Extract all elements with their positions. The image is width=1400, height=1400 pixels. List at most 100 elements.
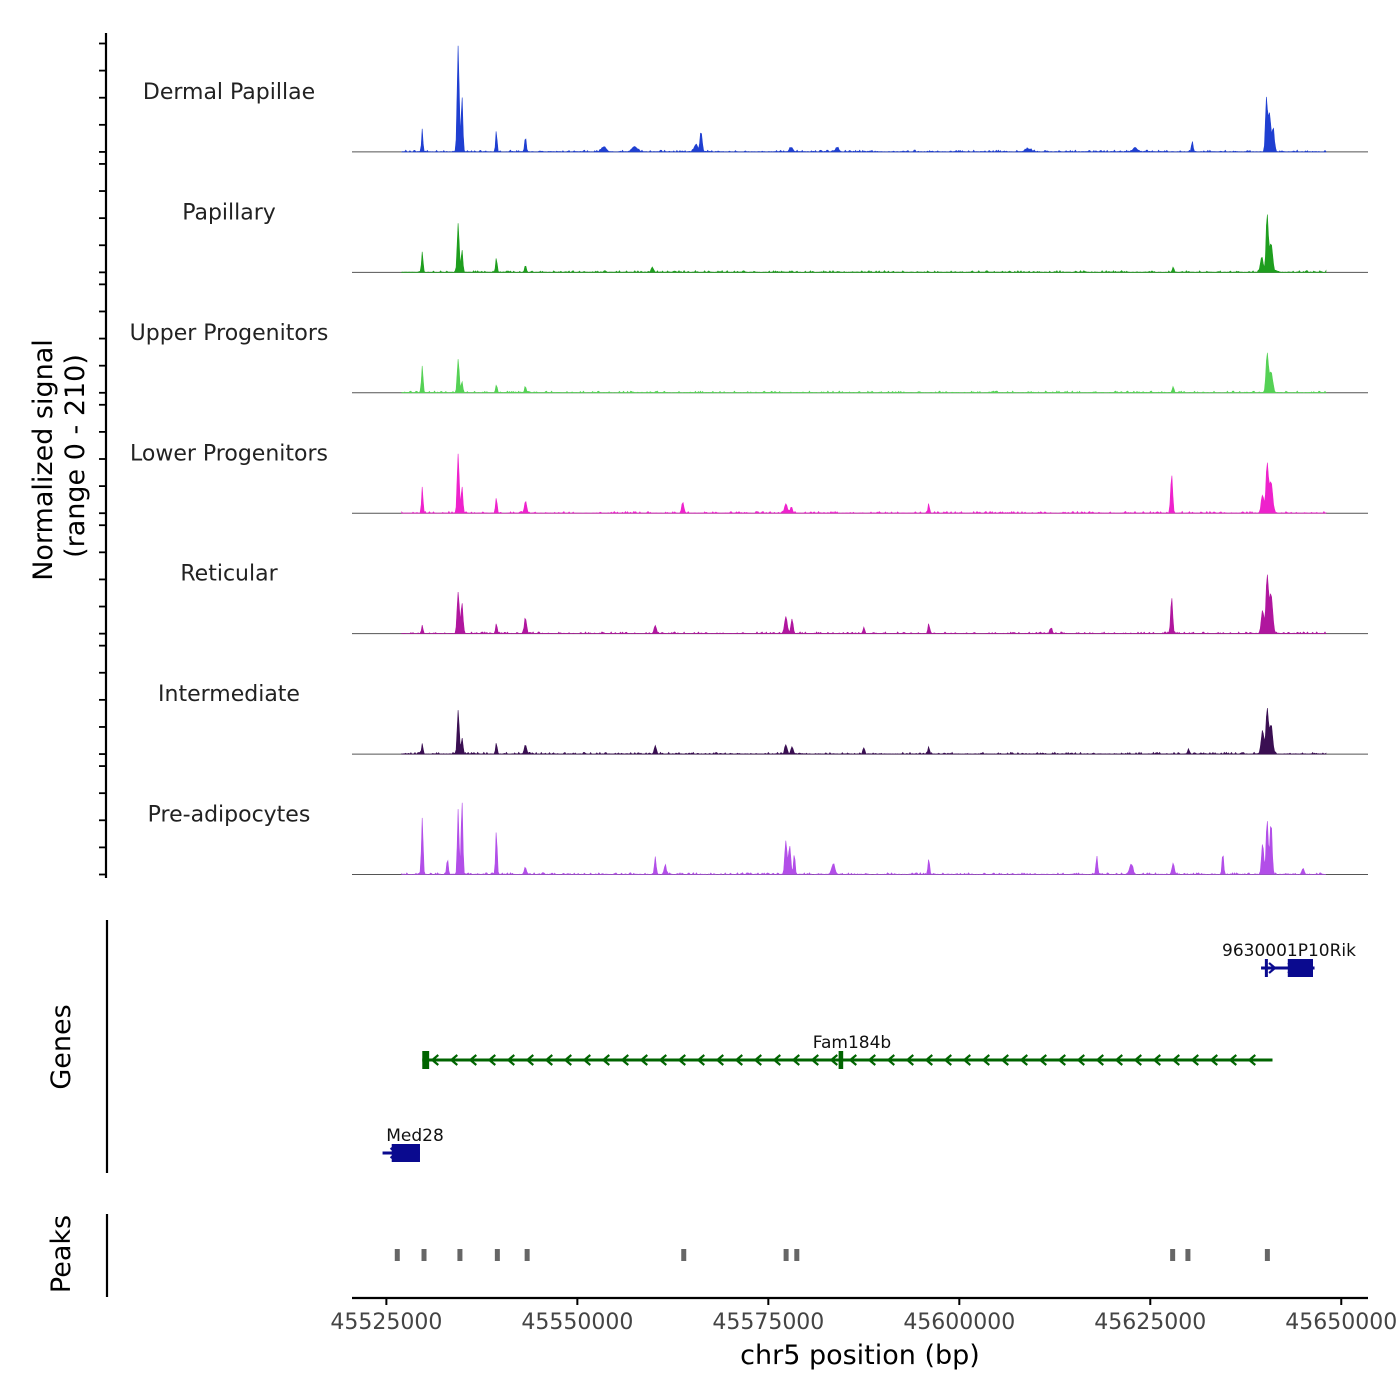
y-axis-label-line2: (range 0 - 210) — [60, 354, 91, 558]
track-label-pre-adipocytes: Pre-adipocytes — [148, 803, 311, 828]
signal-area-upper-progenitors — [401, 352, 1327, 394]
gene-9630001p10rik: 9630001P10Rik — [1222, 941, 1356, 977]
strand-arrow — [1152, 1054, 1161, 1066]
strand-arrow — [1076, 1054, 1085, 1066]
strand-arrow — [582, 1054, 591, 1066]
strand-arrow — [867, 1054, 876, 1066]
signal-area-dermal-papillae — [401, 45, 1327, 153]
strand-arrow — [620, 1054, 629, 1066]
track-papillary — [352, 214, 1368, 273]
signal-area-pre-adipocytes — [401, 802, 1327, 876]
track-label-papillary: Papillary — [182, 200, 276, 225]
strand-arrow — [1114, 1054, 1123, 1066]
strand-arrow — [1228, 1054, 1237, 1066]
strand-arrow — [1019, 1054, 1028, 1066]
strand-arrow — [943, 1054, 952, 1066]
peak-region — [1185, 1249, 1191, 1261]
track-pre-adipocytes — [352, 802, 1368, 876]
gene-label-9630001p10rik: 9630001P10Rik — [1222, 941, 1356, 961]
gene-med28: Med28 — [382, 1126, 444, 1162]
peak-region — [394, 1249, 400, 1261]
x-tick-label: 45550000 — [521, 1310, 633, 1335]
strand-arrow — [924, 1054, 933, 1066]
strand-arrow — [430, 1054, 439, 1066]
peak-region — [421, 1249, 427, 1261]
strand-arrow — [886, 1054, 895, 1066]
exon — [1264, 959, 1268, 977]
strand-arrow — [677, 1054, 686, 1066]
gene-track: 9630001P10Rik Fam184b Med28 — [382, 941, 1356, 1162]
exon — [1287, 959, 1313, 977]
exon — [391, 1144, 420, 1162]
x-tick-label: 45600000 — [903, 1310, 1015, 1335]
strand-arrow — [449, 1054, 458, 1066]
genes-axis-label: Genes — [46, 1004, 77, 1089]
strand-arrow — [639, 1054, 648, 1066]
peak-region — [524, 1249, 530, 1261]
coverage-tracks — [352, 45, 1368, 876]
strand-arrow — [1268, 962, 1277, 974]
x-tick-label: 45525000 — [330, 1310, 442, 1335]
strand-arrow — [601, 1054, 610, 1066]
y-axis-label-line1: Normalized signal — [28, 339, 59, 581]
track-label-upper-progenitors: Upper Progenitors — [130, 321, 329, 346]
peak-region — [1264, 1249, 1270, 1261]
strand-arrow — [1057, 1054, 1066, 1066]
strand-arrow — [981, 1054, 990, 1066]
strand-arrow — [563, 1054, 572, 1066]
exon — [838, 1051, 844, 1069]
strand-arrow — [1133, 1054, 1142, 1066]
signal-axis — [99, 33, 108, 878]
strand-arrow — [658, 1054, 667, 1066]
strand-arrow — [810, 1054, 819, 1066]
exon — [422, 1051, 430, 1069]
strand-arrow — [962, 1054, 971, 1066]
strand-arrow — [829, 1054, 838, 1066]
strand-arrow — [1038, 1054, 1047, 1066]
strand-arrow — [1190, 1054, 1199, 1066]
strand-arrow — [753, 1054, 762, 1066]
peak-track — [394, 1249, 1270, 1261]
peak-region — [494, 1249, 500, 1261]
strand-arrow — [1171, 1054, 1180, 1066]
track-reticular — [352, 574, 1368, 635]
x-tick-label: 45650000 — [1285, 1310, 1397, 1335]
strand-arrow — [905, 1054, 914, 1066]
strand-arrow — [468, 1054, 477, 1066]
strand-arrow — [1000, 1054, 1009, 1066]
track-lower-progenitors — [352, 453, 1368, 514]
signal-area-reticular — [401, 574, 1327, 635]
track-label-reticular: Reticular — [180, 562, 278, 587]
track-intermediate — [352, 707, 1368, 755]
strand-arrow — [734, 1054, 743, 1066]
strand-arrow — [506, 1054, 515, 1066]
track-label-lower-progenitors: Lower Progenitors — [130, 441, 328, 466]
x-tick-label: 45575000 — [712, 1310, 824, 1335]
peaks-axis-label: Peaks — [46, 1215, 77, 1293]
strand-arrow — [791, 1054, 800, 1066]
strand-arrow — [772, 1054, 781, 1066]
peak-region — [794, 1249, 800, 1261]
x-axis-label: chr5 position (bp) — [740, 1340, 980, 1371]
strand-arrow — [544, 1054, 553, 1066]
strand-arrow — [1095, 1054, 1104, 1066]
strand-arrow — [696, 1054, 705, 1066]
strand-arrow — [1247, 1054, 1256, 1066]
track-label-intermediate: Intermediate — [158, 682, 300, 707]
gene-label-fam184b: Fam184b — [813, 1033, 891, 1053]
signal-area-lower-progenitors — [401, 453, 1327, 514]
x-axis: 45525000 45550000 45575000 45600000 45625000… — [330, 1296, 1397, 1335]
strand-arrow — [525, 1054, 534, 1066]
signal-area-intermediate — [401, 707, 1327, 755]
peak-region — [1170, 1249, 1176, 1261]
track-label-dermal-papillae: Dermal Papillae — [143, 80, 315, 105]
strand-arrow — [487, 1054, 496, 1066]
track-labels: Dermal Papillae Papillary Upper Progenitor… — [130, 80, 329, 828]
strand-arrow — [715, 1054, 724, 1066]
peak-region — [681, 1249, 687, 1261]
strand-arrow — [1209, 1054, 1218, 1066]
signal-area-papillary — [401, 214, 1327, 273]
gene-fam184b: Fam184b — [422, 1033, 1273, 1069]
peak-region — [783, 1249, 789, 1261]
